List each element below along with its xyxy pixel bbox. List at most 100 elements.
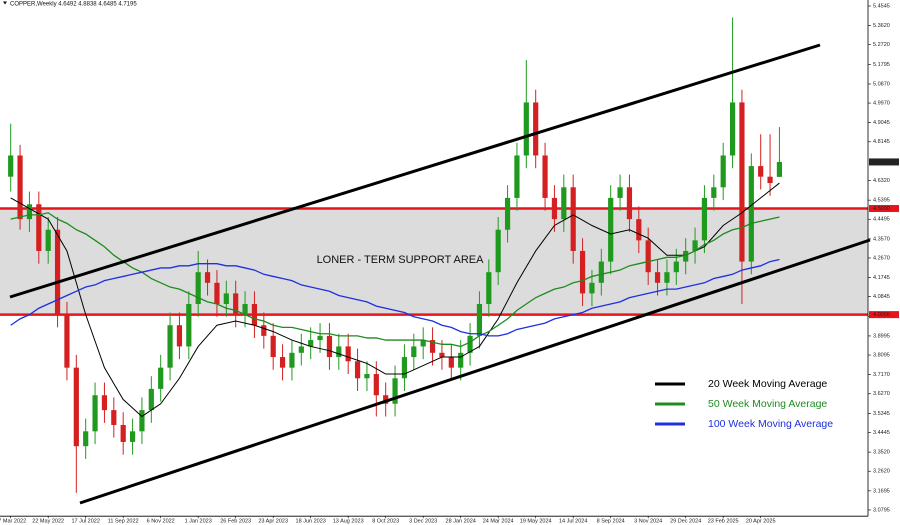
candle-body	[92, 395, 98, 432]
y-tick-label: 3.3520	[873, 450, 890, 456]
current-price-tag	[869, 158, 899, 166]
candle-body	[654, 272, 661, 283]
moving-average-line	[10, 258, 780, 337]
y-tick-label: 4.3570	[873, 236, 890, 242]
candle-body	[17, 155, 23, 220]
y-tick-label: 5.4545	[873, 3, 890, 9]
y-tick-label: 5.0870	[873, 81, 890, 87]
upper-channel-line	[9, 43, 821, 299]
candle-body	[223, 293, 229, 305]
candle-body	[261, 325, 267, 336]
candle-body	[776, 161, 783, 177]
y-tick-label: 5.1795	[873, 62, 890, 68]
candle-body	[214, 282, 220, 305]
candle-body	[758, 166, 764, 177]
candle-body	[36, 204, 42, 251]
candle-body	[8, 155, 14, 177]
header: COPPER,Weekly 4.6492 4.8838 4.6485 4.719…	[3, 1, 137, 7]
y-tick-label: 3.2620	[873, 469, 890, 475]
candle-body	[458, 352, 464, 368]
x-tick-label: 17 Jul 2022	[71, 519, 99, 525]
candle-body	[251, 304, 258, 326]
candle-body	[720, 155, 726, 188]
candle-body	[345, 346, 351, 362]
symbol: COPPER,Weekly	[10, 1, 57, 7]
candle-body	[467, 335, 473, 353]
y-tick-label: 3.8095	[873, 352, 890, 358]
candle-body	[279, 357, 286, 368]
candle-body	[645, 240, 651, 273]
bar-low: 4.6485	[98, 1, 117, 7]
candle-body	[664, 272, 670, 283]
candle-body	[73, 367, 79, 447]
candle-body	[504, 197, 511, 230]
x-tick-label: 1 Jan 2023	[185, 519, 212, 525]
candle-body	[176, 325, 183, 347]
y-tick-label: 4.8145	[873, 139, 890, 145]
x-tick-label: 20 Apr 2025	[746, 519, 776, 525]
x-tick-label: 23 Feb 2025	[708, 519, 739, 525]
candle-body	[476, 304, 483, 336]
candle-body	[242, 304, 248, 315]
x-tick-label: 8 Sep 2024	[597, 519, 625, 525]
support-area	[0, 208, 868, 315]
candle-body	[486, 272, 492, 305]
candle-body	[673, 261, 679, 273]
candle-body	[561, 187, 567, 220]
legend-label: 50 Week Moving Average	[708, 398, 827, 410]
candle-body	[54, 229, 61, 315]
candle-body	[26, 204, 33, 220]
lower-channel-line	[79, 238, 871, 505]
candle-body	[317, 335, 323, 341]
candle-body	[598, 261, 604, 283]
support-level-label: 4.5000	[873, 206, 890, 212]
y-tick-label: 3.4445	[873, 430, 890, 436]
moving-average-line	[10, 182, 780, 418]
candle-body	[354, 361, 361, 379]
candle-body	[589, 282, 595, 294]
candle-body	[514, 155, 520, 198]
y-tick-label: 5.2720	[873, 42, 890, 48]
candle-body	[636, 219, 642, 241]
x-tick-label: 14 Jul 2024	[559, 519, 587, 525]
candle-body	[542, 155, 548, 198]
y-tick-label: 3.0795	[873, 507, 890, 513]
candle-body	[692, 240, 698, 251]
support-level-label: 4.0000	[873, 312, 890, 318]
x-tick-label: 29 Dec 2024	[670, 519, 701, 525]
candle-body	[551, 197, 558, 220]
candle-body	[83, 431, 89, 447]
candle-body	[608, 197, 614, 262]
moving-average-line	[10, 212, 780, 348]
candle-body	[45, 229, 51, 251]
candle-body	[120, 424, 126, 442]
y-tick-label: 3.6270	[873, 391, 890, 397]
marks-layer	[8, 17, 783, 493]
x-tick-label: 3 Nov 2024	[634, 519, 662, 525]
legend-label: 20 Week Moving Average	[708, 378, 827, 390]
y-tick-label: 4.9045	[873, 120, 890, 126]
x-tick-label: 18 Jun 2023	[296, 519, 326, 525]
candle-body	[495, 229, 501, 273]
candle-body	[617, 187, 623, 198]
x-tick-label: 27 Mar 2022	[0, 519, 26, 525]
x-tick-label: 19 May 2024	[520, 519, 552, 525]
y-tick-label: 5.3620	[873, 23, 890, 29]
header-text: COPPER,Weekly 4.6492 4.8838 4.6485 4.719…	[10, 1, 137, 7]
x-tick-label: 13 Aug 2023	[333, 519, 364, 525]
y-tick-label: 3.5345	[873, 411, 890, 417]
candle-body	[158, 367, 164, 389]
candle-body	[401, 357, 408, 379]
y-tick-label: 4.5395	[873, 198, 890, 204]
support-level-tag	[869, 311, 899, 319]
legend: 20 Week Moving Average 50 Week Moving Ave…	[655, 378, 833, 430]
candle-body	[383, 395, 389, 404]
legend-label: 100 Week Moving Average	[708, 418, 833, 430]
candle-body	[523, 102, 529, 156]
candle-body	[167, 325, 173, 368]
y-tick-label: 3.8995	[873, 333, 890, 339]
x-tick-label: 6 Nov 2022	[147, 519, 175, 525]
x-tick-label: 24 Mar 2024	[483, 519, 514, 525]
bar-high: 4.8838	[78, 1, 97, 7]
